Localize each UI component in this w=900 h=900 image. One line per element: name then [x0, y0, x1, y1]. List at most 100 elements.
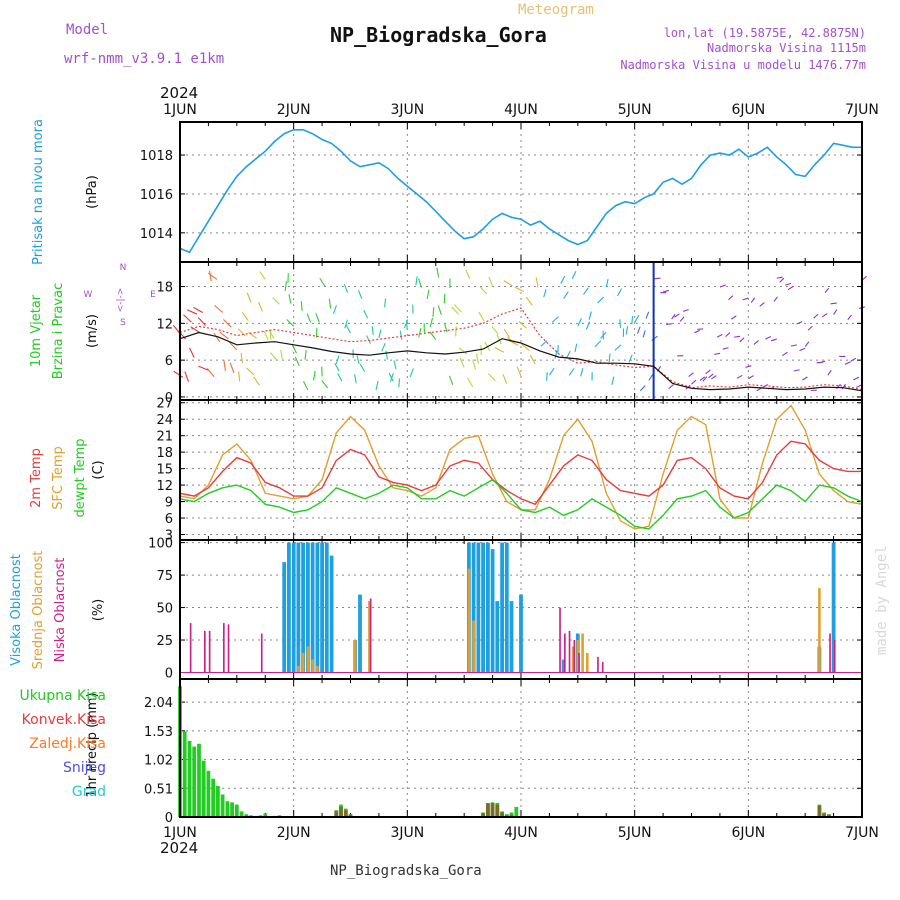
- precip-convective-bar: [500, 812, 504, 817]
- precip-convective-bar: [334, 811, 339, 817]
- high-cloud-bar: [486, 542, 490, 673]
- wind-arrow: [384, 298, 387, 308]
- wind-arrow: [189, 347, 195, 358]
- high-cloud-bar: [519, 594, 523, 673]
- wind-arrow: [574, 343, 578, 353]
- wind-arrow: [357, 290, 363, 299]
- wind-arrow: [375, 380, 379, 390]
- wind-arrow: [272, 297, 280, 305]
- wind-arrow: [198, 365, 209, 371]
- wind-arrow: [614, 344, 622, 351]
- x-tick-label-bottom: 1JUN: [163, 825, 197, 841]
- wind-arrow: [619, 319, 622, 328]
- legend-entry: Zaledj.Kisa: [29, 736, 106, 752]
- y-axis-unit-pressure: (hPa): [85, 175, 100, 209]
- high-cloud-bar: [500, 542, 504, 673]
- coords-label: lon,lat (19.5875E, 42.8875N): [664, 26, 866, 40]
- wind-arrow: [494, 347, 505, 353]
- wind-arrow: [328, 298, 332, 309]
- wind-arrow: [782, 351, 788, 357]
- wind-arrow: [540, 340, 548, 347]
- wind-arrow: [850, 357, 857, 362]
- wind-arrow: [393, 360, 397, 370]
- y-tick-label: 1018: [140, 149, 173, 164]
- wind-arrow: [418, 327, 422, 338]
- wind-arrow: [662, 289, 670, 293]
- wind-arrow: [291, 344, 297, 354]
- wind-arrow: [303, 381, 309, 391]
- high-cloud-bar: [329, 555, 334, 673]
- wind-arrow: [734, 335, 741, 338]
- wind-arrow: [399, 330, 403, 340]
- low-cloud-bar: [573, 640, 576, 673]
- y-axis-unit-temp: (C): [91, 460, 106, 479]
- wind-arrow: [560, 275, 566, 284]
- wind-arrow: [824, 287, 830, 294]
- wind-arrow: [833, 309, 838, 315]
- x-tick-label-top: 7JUN: [845, 102, 879, 118]
- legend-entry: Snijeg: [63, 760, 106, 776]
- wind-arrow: [648, 374, 654, 381]
- wind-arrow: [568, 368, 575, 376]
- high-cloud-bar: [831, 542, 836, 673]
- mid-cloud-bar: [368, 601, 371, 673]
- precip-total-bar: [192, 746, 197, 817]
- wind-arrow: [508, 340, 519, 346]
- wind-arrow: [354, 374, 357, 384]
- wind-arrow: [332, 305, 337, 315]
- watermark: made by Angel: [874, 545, 890, 655]
- wind-arrow: [827, 369, 832, 376]
- y-tick-label: 6: [165, 354, 173, 369]
- y-axis-label-wind-1: 10m Vjetar: [29, 294, 44, 367]
- mid-cloud-bar: [311, 659, 314, 673]
- wind-arrow: [259, 271, 266, 280]
- wind-arrow: [219, 331, 229, 340]
- low-cloud-bar: [568, 630, 571, 673]
- wind-arrow: [237, 328, 246, 337]
- wind-arrow: [514, 286, 525, 293]
- y-tick-label: 9: [165, 496, 173, 511]
- wind-arrow: [371, 326, 374, 336]
- precip-total-bar: [263, 813, 268, 817]
- wind-arrow: [728, 295, 734, 301]
- x-tick-label-bottom: 6JUN: [731, 825, 765, 841]
- precip-total-bar: [220, 794, 225, 817]
- wind-arrow: [802, 376, 808, 381]
- wind-arrow: [321, 380, 329, 389]
- wind-arrow: [246, 367, 255, 376]
- wind-arrow: [793, 369, 800, 372]
- wind-arrow: [736, 374, 743, 379]
- wind-arrow: [853, 376, 859, 381]
- wind-arrow: [665, 323, 672, 325]
- wind-arrow: [807, 325, 813, 331]
- precip-total-bar: [206, 770, 211, 817]
- wind-arrow: [730, 315, 737, 320]
- wind-arrow: [583, 287, 589, 295]
- y-tick-label: 1.02: [144, 754, 173, 769]
- y-axis-unit-wind: (m/s): [85, 314, 100, 348]
- wind-arrow: [546, 372, 548, 381]
- wind-arrow: [711, 375, 717, 380]
- wind-arrow: [748, 375, 754, 380]
- wind-arrow: [548, 367, 555, 376]
- wind-arrow: [543, 289, 547, 298]
- wind-arrow: [571, 271, 577, 279]
- wind-arrow: [819, 360, 826, 364]
- mid-cloud-bar: [306, 646, 310, 673]
- panel-frame-precipitation: [179, 678, 863, 818]
- y-tick-label: 75: [156, 569, 173, 584]
- wind-arrow: [694, 329, 700, 334]
- wind-arrow: [426, 289, 430, 300]
- y-axis-label-cloud-low: Niska Oblacnost: [53, 558, 68, 663]
- high-cloud-bar: [310, 542, 315, 673]
- year-bottom: 2024: [160, 839, 198, 857]
- wind-arrow: [284, 281, 288, 291]
- wind-arrow: [597, 296, 605, 304]
- precip-total-bar: [211, 778, 216, 817]
- wind-arrow: [453, 304, 462, 313]
- y-tick-label: 12: [156, 479, 173, 494]
- y-tick-label: 2.04: [144, 696, 173, 711]
- low-cloud-bar: [578, 653, 580, 673]
- wind-arrow: [436, 267, 440, 278]
